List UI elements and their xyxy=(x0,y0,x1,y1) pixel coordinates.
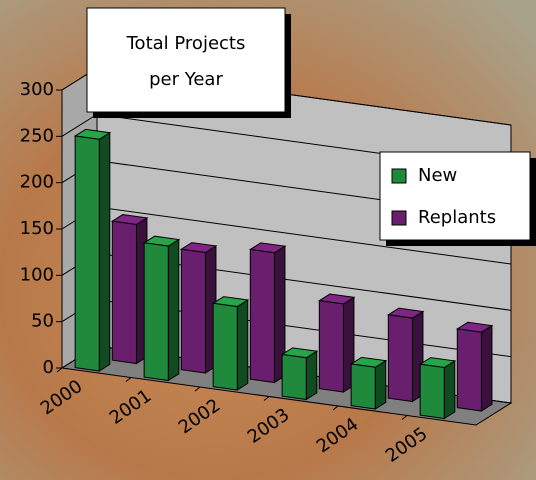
chart-title: Total Projects xyxy=(126,33,246,54)
y-tick-label: 250 xyxy=(20,125,54,146)
bar xyxy=(248,242,287,384)
chart-title: per Year xyxy=(149,69,223,90)
legend-swatch xyxy=(391,168,407,184)
bar-front xyxy=(143,242,169,382)
y-tick-label: 300 xyxy=(20,79,54,100)
legend-label: Replants xyxy=(418,207,496,228)
bar xyxy=(317,293,356,393)
bar-side xyxy=(305,350,318,401)
bar-side xyxy=(167,238,180,382)
x-tick xyxy=(56,367,63,373)
bar-side xyxy=(443,360,456,420)
y-tick-label: 50 xyxy=(31,311,54,332)
bar-side xyxy=(236,299,249,391)
bar xyxy=(142,235,181,382)
x-tick xyxy=(401,415,408,420)
bar-front xyxy=(387,314,413,403)
legend-label: New xyxy=(418,165,457,186)
y-tick-label: 100 xyxy=(20,264,54,285)
bar xyxy=(455,321,494,412)
bar xyxy=(280,347,319,401)
title-box xyxy=(86,7,286,113)
bar xyxy=(211,296,250,391)
bar-side xyxy=(374,359,387,410)
bar-front xyxy=(318,300,344,393)
bar-front xyxy=(281,353,307,401)
bar-side xyxy=(480,324,493,412)
bar-side xyxy=(98,131,111,372)
bar-front xyxy=(212,302,238,391)
x-tick xyxy=(125,377,132,382)
bar-front xyxy=(419,363,445,420)
bar xyxy=(386,307,425,403)
bar xyxy=(110,214,149,365)
bar-front xyxy=(111,220,137,365)
x-tick xyxy=(332,405,339,411)
bar xyxy=(349,356,388,410)
y-tick-label: 150 xyxy=(20,218,54,239)
x-tick xyxy=(263,396,270,401)
legend-swatch xyxy=(391,210,407,226)
y-tick-label: 0 xyxy=(43,357,54,378)
bar xyxy=(418,357,457,420)
legend-items: New Replants xyxy=(391,165,496,228)
bar-front xyxy=(74,135,100,372)
bar xyxy=(73,128,112,372)
x-tick xyxy=(194,386,201,392)
bar-front xyxy=(350,363,376,410)
bar-front xyxy=(180,248,206,374)
bar-front xyxy=(456,328,482,412)
bar-front xyxy=(249,248,275,384)
bar xyxy=(179,242,218,374)
y-tick-label: 200 xyxy=(20,172,54,193)
